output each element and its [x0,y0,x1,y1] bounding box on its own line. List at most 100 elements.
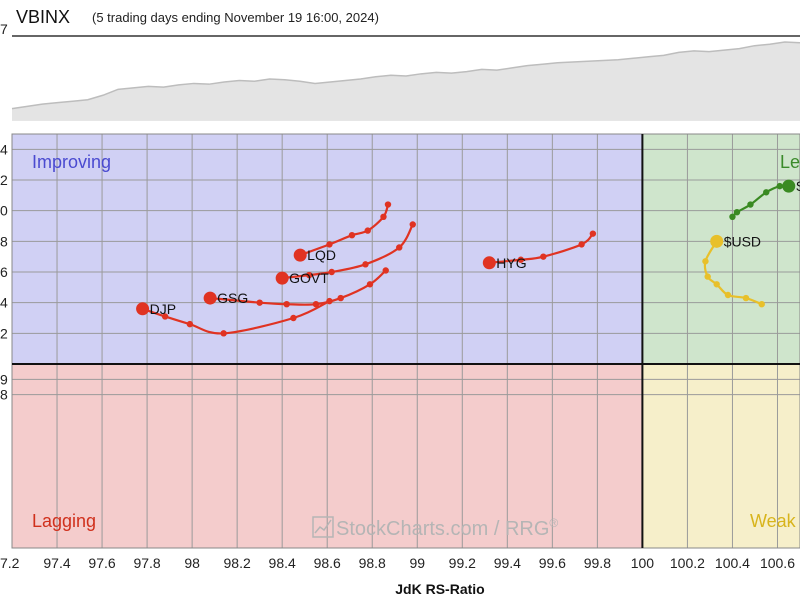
x-tick-label: 100.2 [670,555,705,571]
tail-point-govt [409,221,416,228]
price-area [12,42,800,120]
x-tick-label: 98 [184,555,200,571]
head-s [782,179,796,193]
label-djp: DJP [150,301,176,317]
tail-point-s [733,209,741,216]
y-tick-label: 4 [0,295,8,311]
tail-point-hyg [589,230,597,237]
head-hyg [482,256,496,270]
label-usd: $USD [724,233,761,249]
tail-point-djp [220,330,227,337]
x-axis-ticks: 7.2 97.4 97.6 97.8 98 98.2 98.4 98.6 98.8 99 99.2 9… [0,555,795,571]
y-tick-label: 8 [0,233,8,249]
tail-point-gsg [283,301,290,308]
tail-point-s [776,182,783,190]
rrg-plot: Improving Le Lagging Weak StockCharts.co… [0,133,800,571]
label-hyg: HYG [496,255,526,271]
tail-point-gsg [312,301,320,308]
x-tick-label: 98.2 [224,555,251,571]
tail-point-gsg [366,281,374,288]
tail-point-usd [702,258,709,265]
y-tick-label: 2 [0,172,8,188]
series-govt: GOVT [275,221,416,286]
tail-point-s [747,201,754,208]
series-lqd: LQD [293,201,392,263]
tail-point-lqd [364,227,371,234]
x-tick-label: 7.2 [0,555,20,571]
tail-point-usd [704,273,711,280]
y-tick-label: 9 [0,371,8,387]
tail-point-lqd [326,241,333,248]
series-hyg: HYG [482,230,597,271]
tail-point-gsg [256,299,263,306]
series-gsg: GSG [203,267,389,308]
y-tick-label: 8 [0,387,8,403]
stockcharts-logo-icon [312,516,334,538]
series-layer: LQD GOVT GSG DJP HYG $USD S [136,178,800,337]
leading-label: Le [780,152,800,172]
tail-point-djp [326,297,333,305]
stockcharts-watermark: StockCharts.com / RRG® [312,516,558,540]
x-tick-label: 99.6 [539,555,566,571]
x-tick-label: 100 [631,555,655,571]
tail-point-govt [396,244,403,251]
label-lqd: LQD [307,247,336,263]
period-subtitle: (5 trading days ending November 19 16:00… [92,10,379,25]
tail-point-usd [758,301,765,308]
y-tick-label: 4 [0,141,8,157]
tail-point-hyg [540,253,547,260]
tail-point-lqd [380,213,387,220]
tail-point-hyg [578,241,585,248]
tail-point-usd [713,281,720,288]
tail-point-govt [328,268,335,276]
tail-point-usd [742,294,750,302]
head-usd [710,234,724,248]
price-line [11,41,800,110]
price-ytick: 7 [0,21,8,37]
lagging-label: Lagging [32,511,96,531]
x-tick-label: 97.8 [133,555,160,571]
y-tick-label: 6 [0,264,8,280]
tail-point-govt [305,271,313,279]
leading-quadrant [642,134,800,364]
head-djp [136,302,150,316]
x-tick-label: 97.6 [88,555,115,571]
head-lqd [293,248,307,262]
watermark-registered-mark: ® [549,516,558,530]
x-tick-label: 99.4 [494,555,521,571]
symbol-title: VBINX [16,7,70,27]
watermark-brand: StockCharts.com [336,518,488,540]
x-axis-label: JdK RS-Ratio [395,581,484,597]
tail-point-lqd [348,232,356,239]
tail-point-djp [186,320,194,328]
tail-point-govt [362,261,369,268]
tail-point-s [729,213,736,220]
y-tick-label: 2 [0,325,8,341]
weakening-label: Weak [750,511,797,531]
tail-point-gsg [337,294,344,302]
series-djp: DJP [136,297,333,337]
x-tick-label: 99.2 [449,555,476,571]
x-tick-label: 100.6 [760,555,795,571]
head-govt [275,271,289,285]
x-tick-label: 97.4 [43,555,70,571]
series-s: S [729,178,800,220]
label-s: S [796,178,800,194]
x-tick-label: 98.8 [359,555,386,571]
tail-point-djp [290,314,297,322]
svg-text:StockCharts.com / RRG®: StockCharts.com / RRG® [336,516,558,540]
y-tick-label: 0 [0,203,8,219]
price-panel: 7 [0,21,800,121]
watermark-product: RRG [505,518,549,540]
x-tick-label: 100.4 [715,555,750,571]
label-govt: GOVT [289,270,329,286]
x-tick-label: 99.8 [584,555,611,571]
tail-point-gsg [382,267,389,274]
head-gsg [203,291,217,305]
plot-border [11,133,800,549]
label-gsg: GSG [217,290,248,306]
watermark-separator: / [488,518,505,540]
tail-point-hyg [517,256,525,263]
